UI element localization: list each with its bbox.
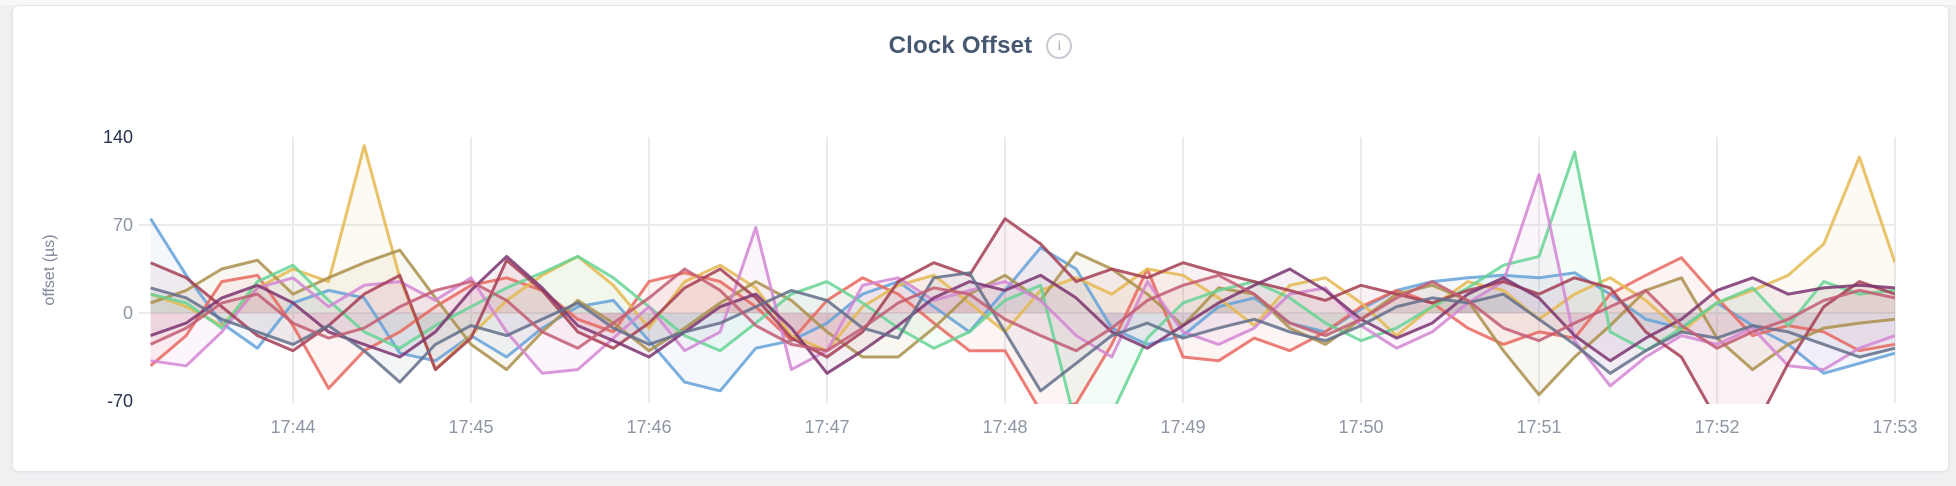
card-header: Clock Offset i [13, 32, 1948, 60]
series-8-plum-line [150, 254, 1895, 375]
y-tick-label: 0 [123, 303, 133, 323]
series-10-rose-line [149, 267, 1895, 353]
x-tick-label: 17:49 [1160, 417, 1205, 437]
y-axis-label: offset (µs) [41, 234, 58, 305]
x-tick-label: 17:50 [1338, 417, 1383, 437]
page-title: Clock Offset [888, 32, 1033, 59]
series-6-orchid-area [150, 174, 1895, 386]
x-tick-label: 17:44 [270, 417, 315, 437]
series-9-slate-line [150, 271, 1895, 393]
series-2-coral-area [150, 257, 1895, 404]
y-tick-label: 70 [113, 215, 133, 235]
x-tick-label: 17:51 [1516, 417, 1561, 437]
x-tick-label: 17:52 [1694, 417, 1739, 437]
y-axis: 140 70 0 -70 [103, 127, 133, 411]
y-tick-label: -70 [107, 391, 133, 411]
gridlines [139, 137, 1896, 403]
x-tick-label: 17:53 [1872, 417, 1917, 437]
series-7-maroon-line [150, 217, 1895, 404]
plot-area[interactable] [145, 94, 1895, 404]
x-tick-label: 17:48 [982, 417, 1027, 437]
x-axis: 17:44 17:45 17:46 17:47 17:48 17:49 17:50 17:51… [270, 417, 1917, 437]
series-1-blue-line [149, 217, 1895, 393]
x-tick-label: 17:46 [626, 417, 671, 437]
x-tick-label: 17:45 [448, 417, 493, 437]
series-1-blue-area [150, 218, 1895, 391]
y-tick-label: 140 [103, 127, 133, 147]
info-icon[interactable]: i [1046, 33, 1073, 59]
series-6-orchid-line [150, 173, 1895, 388]
x-tick-label: 17:47 [804, 417, 849, 437]
series-4-khaki-line [150, 248, 1895, 397]
clock-offset-card: Clock Offset i [12, 5, 1949, 472]
series-5-emerald-line [150, 150, 1895, 404]
series-lines [149, 144, 1895, 404]
